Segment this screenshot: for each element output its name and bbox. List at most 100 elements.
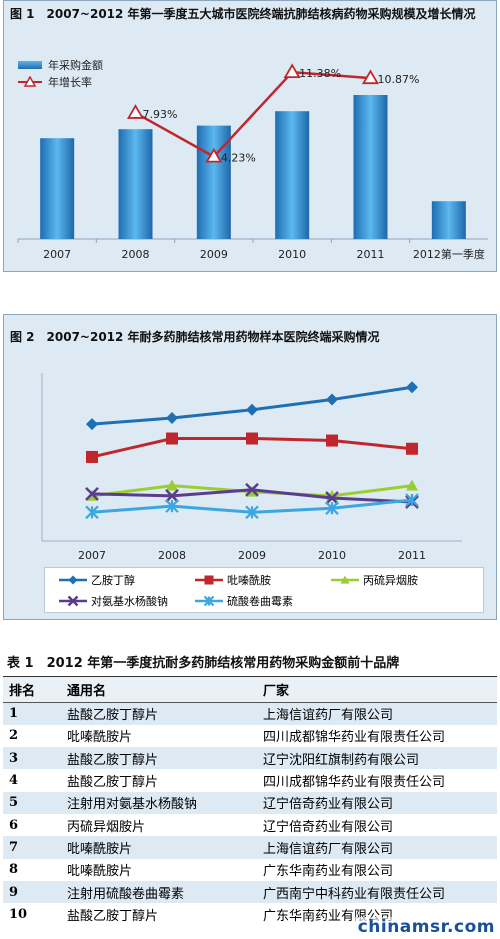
fig2-x-tick-label: 2007 — [78, 549, 106, 562]
table-header-row: 排名 通用名 厂家 — [3, 676, 497, 703]
table-row: 4 盐酸乙胺丁醇片 四川成都锦华药业有限责任公司 — [3, 769, 497, 792]
fig1-growth-line — [134, 70, 371, 159]
cell-rank: 7 — [3, 836, 61, 859]
fig2-point-4-2009 — [245, 505, 259, 520]
fig2-legend-marker — [67, 595, 79, 607]
cell-rank: 8 — [3, 858, 61, 881]
table-section: 表 1 2012 年第一季度抗耐多药肺结核常用药物采购金额前十品牌 排名 通用名… — [3, 652, 497, 926]
fig1-x-tick-label: 2007 — [43, 248, 71, 261]
fig2-point-4-2010 — [325, 501, 339, 515]
fig1-growth-label-2009: 4.23% — [221, 152, 256, 165]
fig2-legend-swatch — [195, 575, 223, 585]
fig1-growth-point-2011 — [361, 69, 380, 85]
fig1-x-tick-label: 2008 — [122, 248, 150, 261]
cell-generic-name: 盐酸乙胺丁醇片 — [61, 769, 257, 792]
fig1-bar-2012第一季度 — [431, 201, 466, 239]
fig2-point-2-2011 — [406, 479, 418, 491]
figure2-title: 图 2 2007~2012 年耐多药肺结核常用药物样本医院终端采购情况 — [10, 330, 380, 344]
header-manufacturer: 厂家 — [257, 676, 497, 703]
fig1-x-tick-label: 2009 — [200, 248, 228, 261]
figure2-panel: 图 2 2007~2012 年耐多药肺结核常用药物样本医院终端采购情况 2007… — [3, 314, 497, 620]
fig1-x-tick-label: 2010 — [278, 248, 306, 261]
legend-bar-swatch — [18, 60, 42, 69]
cell-generic-name: 丙硫异烟胺片 — [61, 813, 257, 837]
cell-rank: 1 — [3, 702, 61, 725]
cell-manufacturer: 广西南宁中科药业有限责任公司 — [257, 880, 497, 904]
fig1-x-tick-label: 2012第一季度 — [413, 247, 485, 261]
cell-manufacturer: 辽宁倍奇药业有限公司 — [257, 791, 497, 814]
cell-manufacturer: 上海信谊药厂有限公司 — [257, 702, 497, 725]
fig1-growth-label-2008: 7.93% — [143, 108, 178, 121]
fig2-point-3-2010 — [325, 491, 339, 505]
fig1-growth-point-2008 — [126, 104, 145, 119]
fig1-bar-2008 — [118, 129, 153, 239]
fig2-point-0-2009 — [246, 403, 258, 416]
table-title: 表 1 2012 年第一季度抗耐多药肺结核常用药物采购金额前十品牌 — [7, 656, 400, 671]
fig2-legend-marker — [340, 575, 350, 584]
cell-generic-name: 盐酸乙胺丁醇片 — [61, 702, 257, 725]
fig2-x-tick-label: 2009 — [238, 549, 266, 562]
fig2-point-2-2008 — [166, 479, 178, 491]
cell-manufacturer: 四川成都锦华药业有限责任公司 — [257, 724, 497, 748]
fig2-point-1-2011 — [406, 442, 418, 455]
fig2-point-0-2007 — [86, 418, 98, 431]
fig2-legend-label: 硫酸卷曲霉素 — [227, 595, 293, 608]
fig1-growth-label-2011: 10.87% — [378, 73, 420, 86]
fig2-legend-swatch — [59, 575, 87, 585]
fig1-growth-label-2010: 11.38% — [299, 67, 341, 80]
cell-manufacturer: 辽宁倍奇药业有限公司 — [257, 813, 497, 837]
cell-manufacturer: 广东华南药业有限公司 — [257, 858, 497, 881]
fig2-point-4-2008 — [165, 499, 179, 513]
table-row: 5 注射用对氨基水杨酸钠 辽宁倍奇药业有限公司 — [3, 791, 497, 814]
header-rank: 排名 — [3, 676, 61, 703]
table-row: 6 丙硫异烟胺片 辽宁倍奇药业有限公司 — [3, 813, 497, 837]
cell-generic-name: 吡嗪酰胺片 — [61, 858, 257, 881]
cell-manufacturer: 上海信谊药厂有限公司 — [257, 836, 497, 859]
cell-rank: 3 — [3, 747, 61, 770]
cell-generic-name: 盐酸乙胺丁醇片 — [61, 747, 257, 770]
brands-table: 排名 通用名 厂家 1 盐酸乙胺丁醇片 上海信谊药厂有限公司 2 吡嗪酰胺片 四川成都锦华… — [3, 676, 497, 926]
cell-rank: 6 — [3, 813, 61, 837]
fig2-point-0-2008 — [166, 412, 178, 424]
table-row: 9 注射用硫酸卷曲霉素 广西南宁中科药业有限责任公司 — [3, 880, 497, 904]
fig1-growth-point-2010 — [283, 63, 301, 79]
fig2-point-1-2008 — [166, 432, 178, 445]
fig2-point-0-2011 — [406, 381, 418, 394]
fig1-x-tick-label: 2011 — [357, 248, 385, 261]
fig1-bar-2011 — [353, 95, 388, 239]
cell-rank: 9 — [3, 880, 61, 904]
fig2-point-4-2011 — [405, 493, 419, 507]
legend-line-label: 年增长率 — [48, 75, 92, 89]
header-generic-name: 通用名 — [61, 676, 257, 703]
table-row: 3 盐酸乙胺丁醇片 辽宁沈阳红旗制药有限公司 — [3, 747, 497, 770]
fig2-point-1-2010 — [326, 434, 338, 447]
fig2-point-1-2009 — [246, 432, 258, 445]
fig2-legend-swatch — [331, 575, 359, 584]
cell-generic-name: 盐酸乙胺丁醇片 — [61, 903, 257, 926]
fig2-point-4-2007 — [85, 505, 99, 520]
fig2-x-tick-label: 2008 — [158, 549, 186, 562]
fig2-legend-item: 丙硫异烟胺 — [331, 572, 453, 588]
fig2-legend-item: 吡嗪酰胺 — [195, 572, 317, 588]
fig2-legend-marker — [68, 575, 78, 585]
fig1-growth-point-2009 — [205, 147, 223, 163]
fig1-bar-2007 — [40, 138, 75, 239]
fig2-legend-marker — [203, 595, 215, 607]
figure1-chart: 2007 2008 2009 2010 2011 2012第一季度 7.93% 4.23% 11… — [17, 63, 488, 261]
table-row: 8 吡嗪酰胺片 广东华南药业有限公司 — [3, 858, 497, 881]
cell-manufacturer: 四川成都锦华药业有限责任公司 — [257, 769, 497, 792]
legend-item-bar: 年采购金额 — [18, 56, 103, 73]
fig2-legend-item: 乙胺丁醇 — [59, 572, 181, 588]
fig2-point-1-2007 — [86, 450, 98, 463]
fig2-point-0-2010 — [326, 393, 338, 406]
cell-generic-name: 注射用硫酸卷曲霉素 — [61, 880, 257, 904]
fig2-legend-marker — [204, 575, 214, 585]
cell-rank: 2 — [3, 724, 61, 748]
fig2-legend-item: 对氨基水杨酸钠 — [59, 593, 181, 609]
legend-item-line: 年增长率 — [18, 73, 103, 90]
fig1-bar-2010 — [275, 111, 310, 239]
cell-rank: 5 — [3, 791, 61, 814]
fig2-legend-swatch — [195, 595, 223, 607]
cell-generic-name: 吡嗪酰胺片 — [61, 836, 257, 859]
fig2-point-3-2009 — [245, 482, 259, 497]
